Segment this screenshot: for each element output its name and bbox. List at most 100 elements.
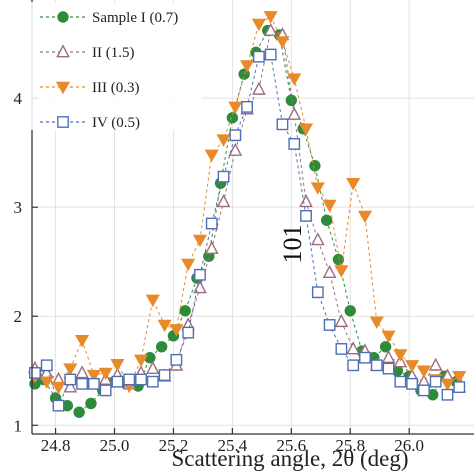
- series-4-point: [441, 388, 454, 401]
- series-4-point: [123, 373, 136, 386]
- series-4-point: [394, 375, 407, 388]
- series-4-point: [300, 210, 312, 222]
- series-4-point: [406, 377, 419, 390]
- series-3-point: [110, 359, 125, 372]
- legend-label: Sample I (0.7): [92, 10, 178, 26]
- series-3-point: [63, 363, 78, 376]
- x-tick-label: 25.6: [276, 436, 306, 455]
- series-3-point: [251, 18, 266, 32]
- series-4-point: [194, 268, 206, 281]
- series-3-point: [416, 365, 431, 378]
- data-series: [27, 11, 467, 418]
- series-4-point: [311, 286, 324, 299]
- series-2-point: [228, 142, 243, 156]
- series-3-point: [287, 73, 302, 86]
- legend: Sample I (0.7) II (1.5) III (0.3) IV (0.5): [30, 2, 202, 131]
- series-2-point: [381, 349, 396, 364]
- series-4-point: [359, 351, 371, 364]
- series-4-point: [205, 217, 218, 230]
- legend-background: [30, 2, 202, 130]
- series-3-point: [334, 265, 349, 278]
- series-3-point: [192, 234, 208, 248]
- series-2-point: [75, 365, 89, 379]
- series-3-point: [39, 376, 54, 389]
- series-1-point: [285, 94, 298, 107]
- series-4: [29, 48, 466, 412]
- legend-marker: [56, 44, 70, 58]
- series-4-point: [64, 373, 77, 386]
- series-2-point: [204, 240, 219, 255]
- series-2-point: [145, 360, 160, 374]
- series-3-point: [322, 199, 337, 213]
- series-4-point: [252, 50, 265, 63]
- series-3-point: [310, 182, 325, 195]
- series-3-point: [346, 177, 361, 191]
- series-4-point: [111, 375, 124, 388]
- x-tick-label: 26.0: [394, 436, 424, 455]
- series-3-point: [405, 360, 420, 373]
- series-1-point: [179, 305, 191, 317]
- series-3-point: [263, 11, 278, 24]
- series-3-point: [452, 371, 467, 384]
- x-tick-label: 24.8: [41, 436, 71, 455]
- series-3-point: [86, 369, 101, 383]
- series-3-point: [440, 378, 455, 392]
- series-4-point: [217, 170, 230, 183]
- series-4-point: [146, 375, 159, 388]
- legend-label: III (0.3): [92, 80, 139, 96]
- series-1-point: [344, 305, 356, 317]
- series-1-point: [155, 341, 168, 353]
- series-3-point: [133, 354, 149, 368]
- series-3-point: [228, 101, 243, 115]
- series-1-point: [379, 341, 392, 353]
- legend-label: II (1.5): [92, 45, 134, 61]
- series-3-point: [369, 316, 384, 329]
- x-tick-label: 25.0: [100, 436, 130, 455]
- series-3-point: [275, 36, 290, 49]
- series-4-point: [335, 343, 348, 355]
- series-1-point: [320, 214, 333, 226]
- series-3-point: [145, 294, 160, 308]
- series-3-point: [98, 367, 113, 381]
- series-1-point: [73, 406, 85, 418]
- y-tick-label: 2: [14, 307, 23, 326]
- x-axis-label: Scattering angle, 2θ (deg): [171, 446, 408, 471]
- series-2-point: [263, 22, 278, 36]
- y-tick-label: 3: [14, 198, 23, 217]
- x-tick-label: 25.4: [217, 436, 247, 455]
- x-tick-label: 25.2: [159, 436, 189, 455]
- series-3-point: [157, 319, 172, 333]
- series-3-point: [51, 381, 66, 395]
- series-1-point: [85, 397, 97, 410]
- series-2-point: [252, 81, 266, 95]
- series-4-point: [29, 367, 41, 379]
- series-4-point: [241, 100, 254, 113]
- series-4-point: [382, 362, 395, 375]
- x-tick-label: 25.8: [335, 436, 365, 455]
- series-4-point: [52, 399, 65, 412]
- series-4-point: [370, 359, 383, 372]
- series-3-point: [216, 134, 231, 147]
- series-4-point: [170, 353, 183, 366]
- series-4-point: [135, 373, 147, 386]
- series-2-point: [63, 379, 78, 393]
- y-tick-label: 1: [14, 416, 23, 435]
- series-4-point: [229, 129, 242, 142]
- series-2-point: [193, 280, 207, 294]
- series-4-point: [276, 118, 289, 131]
- series-4-point: [418, 384, 430, 397]
- series-2-point: [346, 341, 361, 355]
- series-4-point: [76, 377, 88, 390]
- legend-label: IV (0.5): [92, 115, 140, 131]
- series-3-point: [381, 330, 396, 344]
- series-4-point: [288, 138, 301, 150]
- series-4-point: [347, 359, 360, 372]
- legend-marker: [55, 81, 71, 95]
- legend-marker: [57, 11, 69, 23]
- series-4-point: [264, 48, 277, 61]
- series-2-point: [287, 106, 302, 120]
- series-3-point: [393, 349, 408, 362]
- series-1-point: [332, 253, 345, 266]
